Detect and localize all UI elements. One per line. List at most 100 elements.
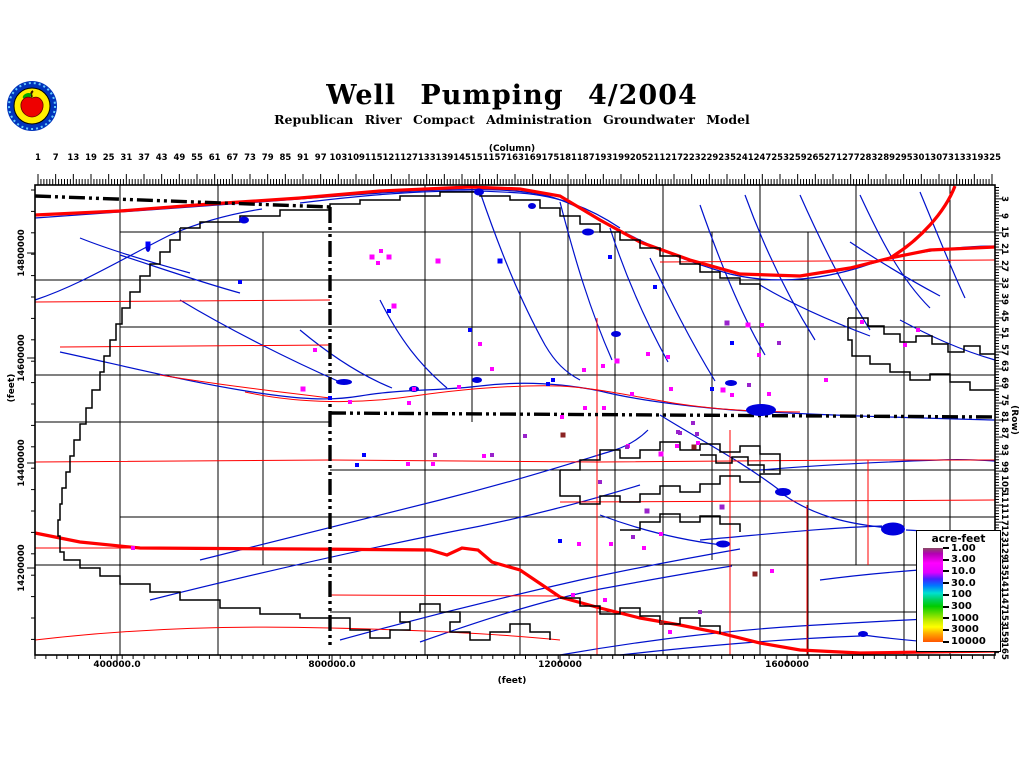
well-cell <box>644 508 650 514</box>
county-boundary-lines <box>35 185 995 655</box>
apple-stem <box>30 90 34 98</box>
legend-entry: 3.00 <box>943 554 976 566</box>
legend-tick <box>943 582 949 585</box>
well-cell <box>603 598 607 602</box>
well-cell <box>678 431 682 435</box>
well-cell <box>131 546 135 550</box>
well-cell <box>760 323 764 327</box>
well-cell <box>668 630 672 634</box>
well-cell <box>669 387 673 391</box>
well-cell <box>757 353 761 357</box>
well-cell <box>631 535 635 539</box>
well-cell <box>468 328 472 332</box>
legend-value: 1000 <box>951 612 979 624</box>
well-cell <box>598 480 602 484</box>
well-cell <box>497 258 503 264</box>
well-cell <box>560 432 566 438</box>
well-cell <box>328 396 332 400</box>
legend-tick <box>943 640 949 643</box>
well-cell <box>609 542 613 546</box>
map-frame <box>34 184 996 656</box>
legend-entry: 30.0 <box>943 577 976 589</box>
well-cell <box>433 453 437 457</box>
well-cell <box>379 249 383 253</box>
well-cell <box>582 368 586 372</box>
model-boundary-stairsteps <box>57 191 995 641</box>
legend-title: acre-feet <box>931 533 986 545</box>
well-cell <box>551 378 555 382</box>
well-cell <box>767 392 771 396</box>
well-cell <box>457 385 461 389</box>
legend-entry: 1.00 <box>943 543 976 554</box>
well-cell <box>602 406 606 410</box>
axis-ticks <box>27 174 1003 663</box>
well-pumping-cells <box>131 241 920 634</box>
well-cell <box>745 322 751 328</box>
well-cell <box>691 444 697 450</box>
column-axis-title: (Column) <box>488 144 536 154</box>
well-cell <box>903 343 907 347</box>
well-cell <box>431 462 435 466</box>
well-cell <box>362 453 366 457</box>
well-cell <box>698 610 702 614</box>
legend-value: 10000 <box>951 636 986 648</box>
rrca-seal-logo <box>7 81 57 131</box>
well-cell <box>391 303 397 309</box>
well-cell <box>482 454 486 458</box>
page-subtitle: Republican River Compact Administration … <box>274 112 750 127</box>
well-cell <box>730 393 734 397</box>
well-cell <box>916 328 920 332</box>
legend-value: 3000 <box>951 624 979 636</box>
well-cell <box>860 320 864 324</box>
legend-value: 300 <box>951 601 972 612</box>
legend-entry: 10000 <box>943 636 986 648</box>
well-cell <box>412 387 416 391</box>
legend-tick <box>943 547 949 549</box>
legend-value: 100 <box>951 589 972 601</box>
legend-tick <box>943 558 949 561</box>
legend-tick <box>943 628 949 631</box>
well-cell <box>658 451 664 457</box>
bottom-axis-title: (feet) <box>497 676 527 686</box>
well-cell <box>696 441 700 445</box>
well-cell <box>720 387 726 393</box>
legend-box: acre-feet 1.00 3.00 10.0 30.0 100 300 1000 3000… <box>916 530 1001 652</box>
well-cell <box>376 261 380 265</box>
well-cell <box>238 280 242 284</box>
legend-value: 30.0 <box>951 577 976 589</box>
well-cell <box>369 254 375 260</box>
legend-value: 10.0 <box>951 565 976 577</box>
well-cell <box>691 421 695 425</box>
legend-tick <box>943 617 949 620</box>
well-cell <box>355 463 359 467</box>
well-cell <box>724 320 730 326</box>
page-title: Well Pumping 4/2004 <box>326 80 698 111</box>
well-cell <box>406 462 410 466</box>
well-cell <box>571 593 575 597</box>
legend-tick <box>943 570 949 573</box>
well-cell <box>478 342 482 346</box>
legend-entry: 300 <box>943 601 972 612</box>
well-cell <box>300 386 306 392</box>
well-cell <box>770 569 774 573</box>
well-cell <box>577 542 581 546</box>
well-cell <box>710 387 714 391</box>
well-cell <box>601 364 605 368</box>
road-lines <box>34 259 996 655</box>
well-cell <box>653 285 657 289</box>
well-cell <box>313 348 317 352</box>
well-cell <box>646 352 650 356</box>
legend-entry: 3000 <box>943 624 979 636</box>
well-cell <box>145 241 151 247</box>
well-cell <box>614 358 620 364</box>
legend-entry: 10.0 <box>943 565 976 577</box>
well-cell <box>583 406 587 410</box>
well-cell <box>348 400 352 404</box>
well-cell <box>695 432 699 436</box>
legend-value: 3.00 <box>951 554 976 566</box>
well-cell <box>490 367 494 371</box>
well-cell <box>660 621 664 625</box>
legend-tick <box>943 593 949 596</box>
